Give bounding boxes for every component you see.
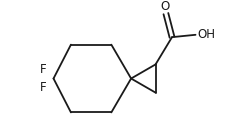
Text: O: O (160, 0, 170, 13)
Text: F: F (40, 63, 47, 76)
Text: OH: OH (198, 28, 216, 41)
Text: F: F (40, 81, 47, 94)
